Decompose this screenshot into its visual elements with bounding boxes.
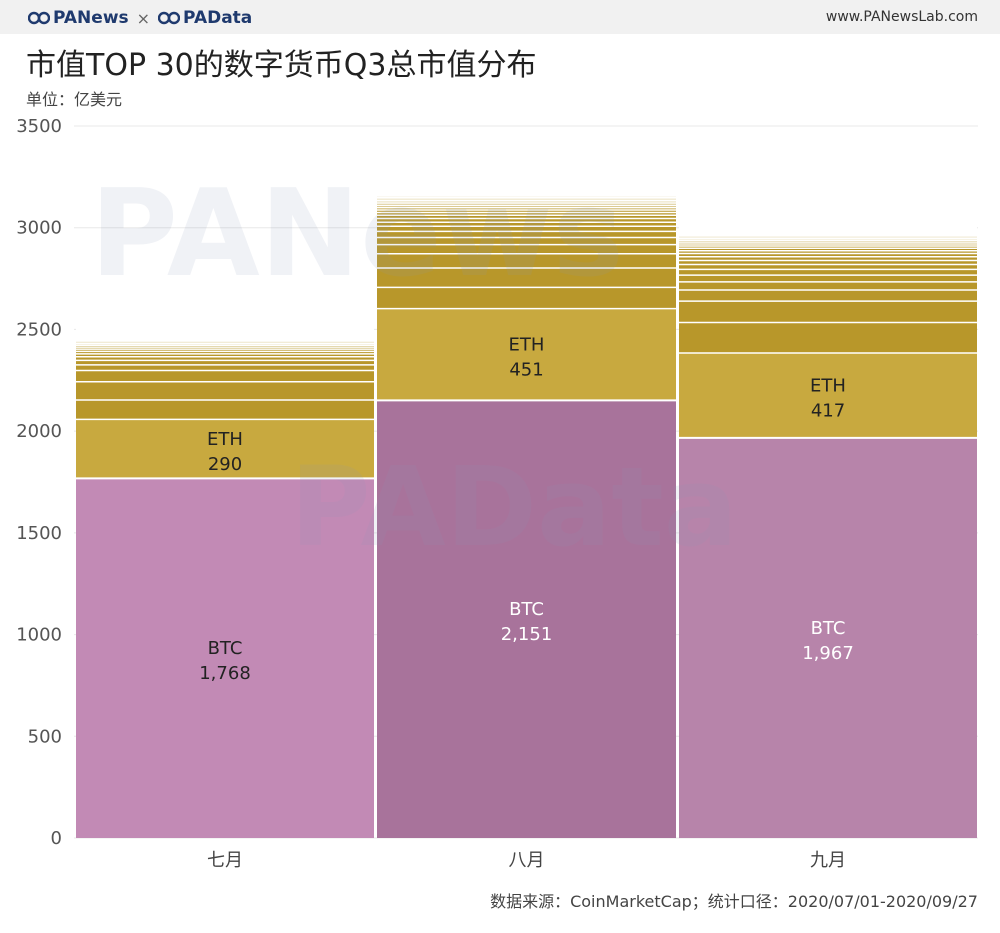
other-coin-segment [679, 275, 977, 282]
other-coin-segment [679, 242, 977, 244]
other-coin-segment [679, 237, 977, 239]
other-coin-segment [377, 215, 676, 219]
watermarks: PANews PAData [90, 165, 738, 571]
btc-value-label: 2,151 [501, 624, 553, 645]
other-coin-segment [76, 356, 374, 361]
other-coin-segment [679, 246, 977, 249]
other-coin-segment [377, 200, 676, 203]
other-coin-segment [679, 301, 977, 323]
other-coin-segment [76, 360, 374, 365]
other-coin-segment [76, 364, 374, 371]
other-coin-segment [377, 253, 676, 268]
chart-title: 市值TOP 30的数字货币Q3总市值分布 [26, 48, 537, 83]
panews-logo-icon [28, 11, 50, 25]
eth-segment [377, 308, 676, 401]
y-tick-label: 500 [28, 726, 62, 747]
other-coin-segment [76, 370, 374, 382]
btc-segment [76, 478, 374, 838]
eth-series-label: ETH [509, 335, 545, 356]
y-tick-label: 1000 [16, 625, 62, 646]
other-coin-segment [679, 264, 977, 270]
other-coin-segment [377, 226, 676, 232]
other-coin-segment [679, 238, 977, 241]
other-coin-segment [76, 381, 374, 401]
brand-separator: × [136, 8, 151, 28]
btc-series-label: BTC [811, 618, 846, 639]
other-coin-segment [679, 322, 977, 354]
eth-segment [76, 419, 374, 479]
other-coin-segment [377, 207, 676, 211]
x-tick-label: 八月 [509, 850, 545, 871]
other-coin-segment [377, 218, 676, 223]
other-coin-segment [377, 237, 676, 245]
btc-series-label: BTC [208, 638, 243, 659]
other-coin-segment [76, 342, 374, 344]
watermark-text: PANews [90, 165, 624, 304]
y-tick-label: 0 [51, 828, 62, 849]
other-coin-segment [377, 231, 676, 238]
eth-value-label: 417 [811, 400, 845, 421]
other-coin-segment [679, 243, 977, 247]
y-tick-label: 2500 [16, 319, 62, 340]
eth-series-label: ETH [810, 375, 846, 396]
brand-logos[interactable]: PANews × PAData [28, 7, 252, 29]
other-coin-segment [679, 248, 977, 251]
brand-padata: PAData [183, 8, 253, 28]
unit-label: 单位：亿美元 [26, 90, 123, 109]
other-coin-segment [679, 269, 977, 276]
source-note: 数据来源：CoinMarketCap；统计口径：2020/07/01-2020/… [490, 892, 978, 911]
y-tick-label: 2000 [16, 421, 62, 442]
other-coin-segment [76, 400, 374, 420]
other-coin-segment [679, 250, 977, 254]
watermark-text: PAData [290, 443, 738, 571]
other-coin-segment [377, 212, 676, 216]
site-url[interactable]: www.PANewsLab.com [825, 9, 978, 25]
btc-segment [679, 437, 977, 838]
segment-labels: BTC 1,768 ETH 290 BTC 2,151 ETH 451 BTC 1,967 ETH 4… [199, 335, 854, 685]
y-axis: 0 500 1000 1500 2000 2500 3000 3500 [16, 116, 62, 849]
other-coin-segment [679, 240, 977, 243]
other-coin-segment [377, 222, 676, 227]
eth-value-label: 290 [208, 454, 242, 475]
other-coin-segment [679, 260, 977, 265]
header-bar: PANews × PAData www.PANewsLab.com [0, 0, 1000, 34]
eth-segment [679, 353, 977, 438]
y-tick-label: 3000 [16, 218, 62, 239]
eth-value-label: 451 [509, 360, 543, 381]
other-coin-segment [679, 289, 977, 302]
other-coin-segment [76, 343, 374, 346]
other-coin-segment [76, 353, 374, 357]
other-coin-segment [377, 287, 676, 309]
eth-series-label: ETH [207, 429, 243, 450]
btc-value-label: 1,967 [802, 643, 854, 664]
other-coin-segment [377, 244, 676, 254]
x-tick-label: 七月 [207, 850, 243, 871]
btc-series-label: BTC [509, 599, 544, 620]
other-coin-segment [679, 256, 977, 261]
brand-panews: PANews [53, 8, 129, 28]
other-coin-segment [76, 351, 374, 354]
btc-value-label: 1,768 [199, 663, 251, 684]
y-tick-label: 1500 [16, 523, 62, 544]
btc-segment [377, 400, 676, 838]
x-tick-label: 九月 [810, 850, 846, 871]
other-coin-segment [377, 267, 676, 288]
other-coin-segment [76, 345, 374, 348]
bars [76, 187, 977, 838]
other-coin-segment [377, 203, 676, 206]
other-coin-segment [377, 198, 676, 201]
other-coin-segment [377, 202, 676, 204]
padata-logo-icon [158, 11, 181, 25]
other-coin-segment [377, 205, 676, 208]
other-coin-segment [76, 349, 374, 352]
other-coin-segment [76, 347, 374, 350]
y-tick-label: 3500 [16, 116, 62, 137]
x-axis: 七月 八月 九月 [207, 850, 846, 871]
other-coin-segment [679, 281, 977, 290]
other-coin-segment [679, 253, 977, 257]
other-coin-segment [377, 210, 676, 213]
